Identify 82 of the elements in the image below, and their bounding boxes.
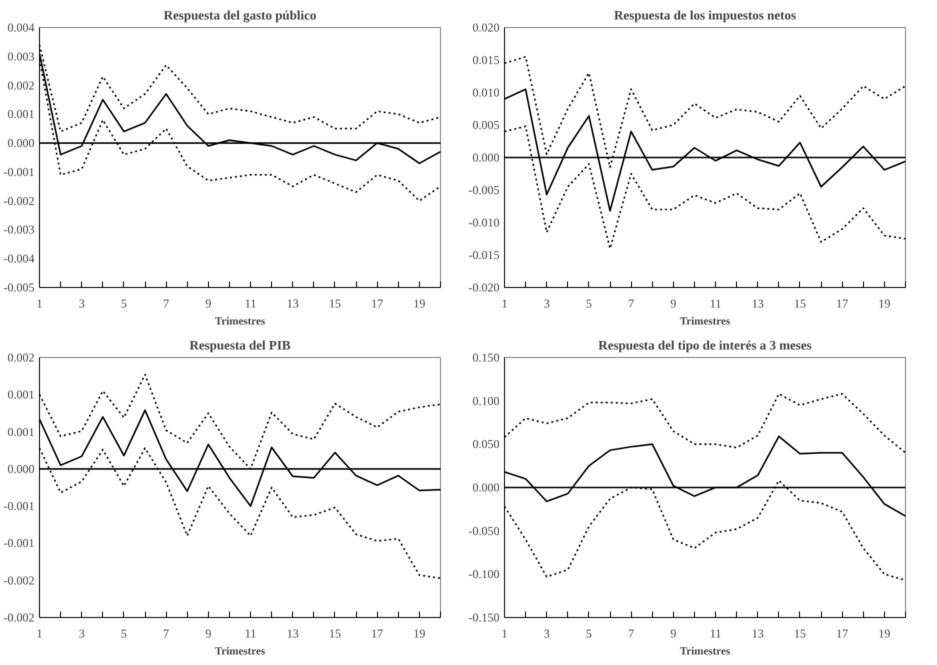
chart-title: Respuesta del tipo de interés a 3 meses bbox=[598, 338, 812, 352]
y-tick-label: -0.015 bbox=[468, 248, 500, 262]
x-tick-label: 17 bbox=[371, 626, 384, 640]
x-tick-label: 5 bbox=[120, 296, 127, 310]
y-tick-label: 0.004 bbox=[8, 20, 34, 34]
y-tick-label: 0.001 bbox=[8, 107, 34, 122]
x-tick-label: 15 bbox=[328, 296, 341, 310]
y-tick-label: -0.001 bbox=[4, 499, 35, 514]
y-tick-label: 0.000 bbox=[8, 136, 34, 150]
x-tick-label: 19 bbox=[878, 626, 890, 640]
x-tick-label: 5 bbox=[586, 296, 592, 310]
x-tick-label: 9 bbox=[205, 626, 212, 640]
y-tick-label: -0.020 bbox=[468, 280, 500, 294]
x-tick-label: 1 bbox=[502, 626, 508, 640]
x-tick-label: 7 bbox=[163, 626, 170, 640]
x-axis-title: Trimestres bbox=[214, 646, 266, 658]
x-axis-title: Trimestres bbox=[214, 316, 266, 328]
y-tick-label: -0.002 bbox=[4, 194, 35, 208]
y-tick-label: -0.002 bbox=[4, 610, 35, 624]
x-tick-label: 11 bbox=[244, 296, 256, 310]
y-tick-label: 0.050 bbox=[472, 437, 500, 452]
x-tick-label: 19 bbox=[413, 626, 426, 640]
x-tick-label: 15 bbox=[794, 296, 806, 310]
x-tick-label: 9 bbox=[670, 626, 676, 640]
y-tick-label: -0.001 bbox=[4, 164, 35, 179]
x-tick-label: 19 bbox=[878, 296, 890, 310]
x-tick-label: 11 bbox=[710, 296, 722, 310]
y-tick-label: -0.004 bbox=[4, 252, 35, 266]
x-tick-label: 11 bbox=[244, 626, 256, 640]
y-tick-label: -0.100 bbox=[468, 567, 500, 582]
x-tick-label: 17 bbox=[836, 296, 848, 310]
x-tick-label: 7 bbox=[628, 626, 634, 640]
x-tick-label: 5 bbox=[586, 626, 592, 640]
x-tick-label: 3 bbox=[78, 626, 85, 640]
y-tick-label: 0.150 bbox=[472, 350, 500, 364]
y-tick-label: 0.003 bbox=[8, 49, 34, 64]
x-tick-label: 1 bbox=[502, 296, 508, 310]
x-tick-label: 17 bbox=[836, 626, 848, 640]
x-tick-label: 1 bbox=[36, 626, 42, 640]
x-tick-label: 7 bbox=[163, 296, 170, 310]
y-tick-label: -0.005 bbox=[468, 183, 500, 197]
y-tick-label: 0.020 bbox=[472, 20, 500, 34]
x-tick-label: 9 bbox=[205, 296, 212, 310]
chart-title: Respuesta de los impuestos netos bbox=[614, 8, 796, 22]
y-tick-label: -0.010 bbox=[468, 216, 500, 230]
x-tick-label: 7 bbox=[628, 296, 634, 310]
y-tick-label: 0.001 bbox=[8, 388, 34, 402]
x-tick-label: 13 bbox=[752, 626, 764, 640]
x-tick-label: 19 bbox=[413, 296, 426, 310]
y-tick-label: -0.003 bbox=[4, 222, 35, 237]
y-tick-label: -0.005 bbox=[4, 280, 35, 294]
chart-title: Respuesta del PIB bbox=[189, 338, 291, 352]
y-tick-label: 0.002 bbox=[8, 78, 34, 92]
y-tick-label: -0.002 bbox=[4, 573, 35, 588]
x-tick-label: 13 bbox=[286, 296, 299, 310]
y-tick-label: 0.005 bbox=[472, 118, 500, 132]
x-tick-label: 3 bbox=[544, 626, 550, 640]
y-tick-label: 0.100 bbox=[472, 394, 500, 408]
x-tick-label: 13 bbox=[752, 296, 764, 310]
x-tick-label: 5 bbox=[120, 626, 127, 640]
y-tick-label: 0.010 bbox=[472, 86, 500, 100]
y-tick-label: 0.015 bbox=[472, 53, 500, 67]
y-tick-label: 0.002 bbox=[8, 350, 34, 364]
y-tick-label: 0.000 bbox=[472, 150, 500, 164]
chart-title: Respuesta del gasto público bbox=[164, 8, 316, 22]
y-tick-label: -0.150 bbox=[468, 610, 500, 624]
x-tick-label: 17 bbox=[371, 296, 384, 310]
y-tick-label: 0.000 bbox=[472, 480, 500, 494]
x-tick-label: 3 bbox=[544, 296, 550, 310]
y-tick-label: 0.001 bbox=[8, 424, 34, 439]
x-tick-label: 3 bbox=[78, 296, 85, 310]
y-tick-label: -0.050 bbox=[468, 524, 500, 538]
y-tick-label: 0.000 bbox=[8, 462, 34, 476]
x-tick-label: 9 bbox=[670, 296, 676, 310]
x-tick-label: 11 bbox=[710, 626, 722, 640]
x-tick-label: 15 bbox=[794, 626, 806, 640]
x-axis-title: Trimestres bbox=[680, 646, 731, 658]
y-tick-label: -0.001 bbox=[4, 536, 35, 550]
x-tick-label: 13 bbox=[286, 626, 299, 640]
x-tick-label: 1 bbox=[36, 296, 42, 310]
x-tick-label: 15 bbox=[328, 626, 341, 640]
x-axis-title: Trimestres bbox=[680, 316, 731, 328]
